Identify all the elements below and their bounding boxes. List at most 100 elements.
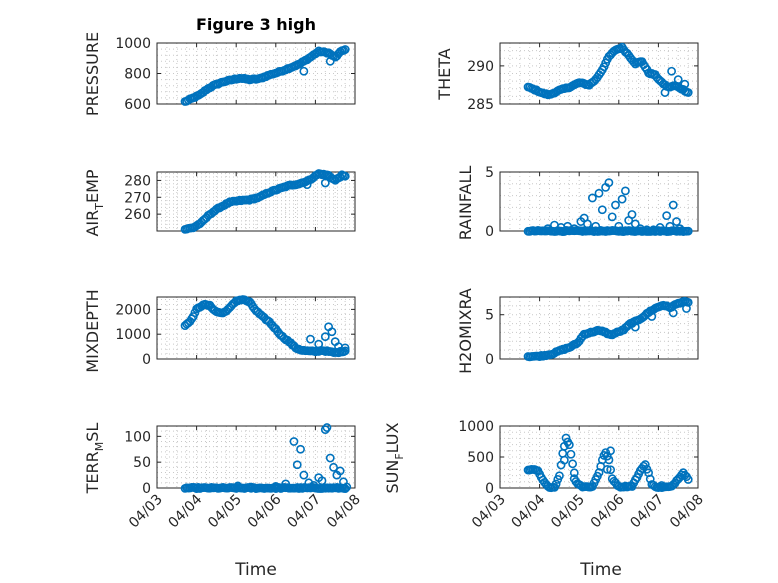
data-point xyxy=(342,482,352,492)
data-point xyxy=(680,79,690,89)
data-point xyxy=(665,221,675,231)
subplot-rainfall: 05 xyxy=(485,165,699,240)
data-point xyxy=(340,343,350,353)
data-point xyxy=(630,219,640,229)
data-point xyxy=(564,440,574,450)
data-point xyxy=(569,468,579,478)
data-point xyxy=(317,476,327,486)
data-point xyxy=(320,178,330,188)
y-tick-label: 0 xyxy=(142,352,151,368)
y-tick-label: 0 xyxy=(485,481,494,497)
axes-box xyxy=(499,296,699,360)
data-point xyxy=(657,481,667,490)
data-point xyxy=(614,221,624,231)
y-tick-label: 5 xyxy=(485,165,494,181)
ylabel-terr-msl-sub: M xyxy=(93,442,106,452)
ylabel-theta: THETA xyxy=(435,48,454,100)
data-point xyxy=(647,312,657,321)
data-point xyxy=(606,465,616,475)
data-point xyxy=(588,193,597,203)
subplot-theta: 285 290 xyxy=(467,42,699,113)
data-point xyxy=(621,186,630,196)
figure-title: Figure 3 high xyxy=(196,15,316,34)
ylabel-air-temp: AIRTEMP xyxy=(83,169,106,236)
subplot-pressure: 600 800 1000 xyxy=(115,36,356,113)
ylabel-h2omixra: H2OMIXRA xyxy=(456,288,475,374)
axes-box xyxy=(156,171,356,232)
ylabel-sun-flux-sub: F xyxy=(393,453,406,459)
data-point xyxy=(306,334,315,344)
ylabel-pressure: PRESSURE xyxy=(83,32,102,116)
ylabel-sun-flux: SUNFLUX xyxy=(383,422,406,493)
data-point xyxy=(329,462,338,472)
data-point xyxy=(682,304,691,313)
data-point xyxy=(281,479,291,489)
data-point xyxy=(683,475,693,484)
data-point xyxy=(340,45,350,54)
data-point xyxy=(683,88,693,97)
data-point xyxy=(683,226,693,236)
data-point xyxy=(660,88,670,97)
data-point xyxy=(630,322,640,332)
y-tick-label: 1000 xyxy=(115,327,151,343)
y-tick-label: 2000 xyxy=(115,302,151,318)
data-point xyxy=(309,481,319,490)
data-point xyxy=(627,210,637,219)
data-point xyxy=(296,444,305,454)
data-point xyxy=(320,425,330,435)
axes-box xyxy=(499,42,699,105)
y-tick-label: 600 xyxy=(124,97,151,113)
data-point xyxy=(675,224,685,234)
ylabel-sun-flux-main: SUN xyxy=(383,460,402,494)
data-point xyxy=(302,180,312,190)
data-point xyxy=(246,482,256,492)
data-point xyxy=(668,200,678,210)
data-point xyxy=(602,464,612,474)
data-point xyxy=(611,200,620,210)
data-point xyxy=(314,339,324,349)
ylabel-sun-flux-tail: LUX xyxy=(383,422,402,453)
data-point xyxy=(568,459,578,469)
data-point xyxy=(233,481,243,491)
data-point xyxy=(594,188,604,198)
data-point xyxy=(604,455,614,465)
data-point xyxy=(604,178,614,188)
data-point xyxy=(320,332,330,342)
ylabel-air-temp-tail: EMP xyxy=(83,169,102,203)
ylabel-terr-msl-main: TERR xyxy=(83,451,102,494)
y-tick-label: 500 xyxy=(467,450,494,466)
data-point xyxy=(335,466,345,476)
subplot-mixdepth: 0 1000 2000 xyxy=(115,295,356,368)
xlabel-left: Time xyxy=(234,560,277,580)
y-tick-label: 280 xyxy=(124,173,151,189)
data-point xyxy=(662,211,672,221)
data-point xyxy=(607,212,617,222)
data-point xyxy=(340,346,350,356)
ylabel-rainfall: RAINFALL xyxy=(456,166,475,241)
y-tick-label: 285 xyxy=(467,97,494,113)
data-point xyxy=(561,433,571,443)
data-point xyxy=(299,470,309,480)
y-tick-label: 0 xyxy=(485,224,494,240)
y-tick-label: 100 xyxy=(124,429,151,445)
data-point xyxy=(299,66,309,76)
data-point xyxy=(566,449,576,459)
y-tick-label: 50 xyxy=(133,455,151,471)
data-point xyxy=(289,437,299,446)
data-point xyxy=(606,446,615,456)
y-tick-label: 0 xyxy=(485,352,494,368)
data-point xyxy=(327,327,337,337)
data-point xyxy=(543,224,553,234)
data-point xyxy=(325,453,335,463)
subplot-h2omixra: 05 xyxy=(485,296,699,368)
axes-box xyxy=(156,296,356,360)
data-point xyxy=(667,66,676,76)
data-point xyxy=(591,221,601,231)
ylabel-terr-msl-tail: SL xyxy=(83,423,102,442)
y-tick-label: 270 xyxy=(124,190,151,206)
y-tick-label: 290 xyxy=(467,59,494,75)
data-point xyxy=(551,479,561,489)
data-point xyxy=(292,460,302,470)
